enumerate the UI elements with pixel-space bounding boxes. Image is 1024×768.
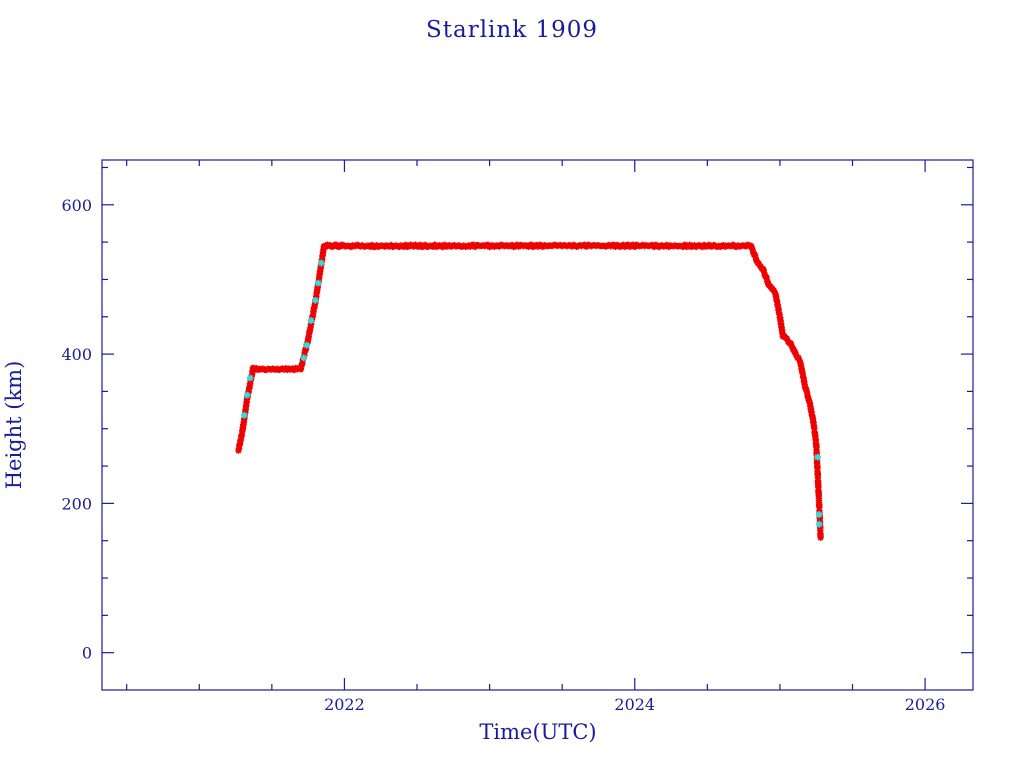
data-point: [817, 534, 824, 541]
axis-ticks: [102, 160, 973, 690]
y-axis-label: Height (km): [2, 361, 26, 490]
y-tick-label: 200: [61, 494, 92, 513]
x-tick-label: 2022: [324, 695, 365, 714]
data-point: [314, 279, 322, 287]
x-tick-label: 2024: [614, 695, 655, 714]
series-primary: [235, 241, 824, 541]
data-series: [235, 241, 824, 541]
x-axis-label: Time(UTC): [479, 720, 596, 744]
series-secondary: [240, 259, 823, 528]
y-tick-label: 400: [61, 345, 92, 364]
data-point: [243, 391, 251, 399]
axis-tick-labels: 2022 2024 2026 0 200 400 600: [61, 196, 945, 714]
chart-title: Starlink 1909: [426, 17, 598, 43]
data-point: [317, 259, 325, 267]
data-point: [300, 354, 308, 362]
x-tick-label: 2026: [905, 695, 946, 714]
data-point: [815, 511, 823, 518]
plot-frame: [101, 159, 974, 691]
data-point: [240, 411, 248, 419]
y-tick-label: 600: [61, 196, 92, 215]
data-point: [814, 453, 822, 461]
data-point: [246, 374, 254, 382]
data-point: [303, 341, 311, 349]
data-point: [311, 296, 319, 304]
data-point: [307, 317, 315, 324]
y-tick-label: 0: [82, 644, 92, 663]
data-point: [815, 520, 823, 528]
